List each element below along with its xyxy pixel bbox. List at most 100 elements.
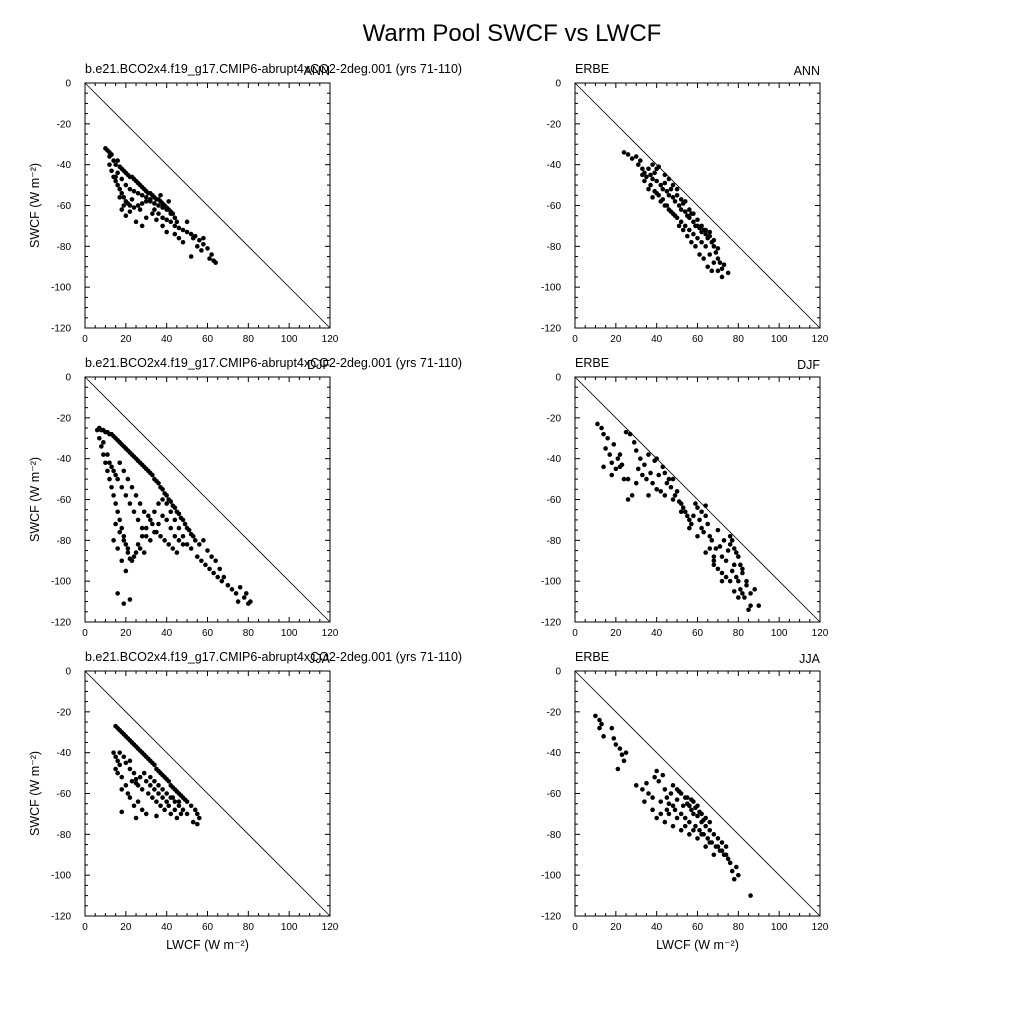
data-point [172, 231, 178, 237]
data-point [168, 811, 174, 817]
data-point [646, 186, 651, 192]
data-point [674, 787, 680, 792]
data-point [190, 819, 196, 825]
panel-season-label: DJF [797, 358, 820, 372]
x-tick-label: 40 [651, 628, 663, 639]
data-point [629, 493, 635, 498]
x-tick-label: 0 [82, 922, 88, 933]
data-point [687, 207, 692, 212]
y-tick-label: -80 [547, 242, 562, 253]
y-tick-label: -20 [57, 707, 72, 718]
data-point [703, 513, 708, 519]
data-point [727, 578, 733, 584]
data-point [597, 725, 602, 731]
y-tick-label: 0 [65, 373, 71, 384]
data-point [172, 807, 178, 813]
y-tick-label: -120 [541, 618, 561, 629]
data-point [693, 244, 698, 249]
x-tick-label: 120 [322, 334, 339, 345]
data-point [674, 815, 680, 821]
data-point [150, 472, 155, 478]
panel-left-label: ERBE [575, 650, 609, 664]
data-point [689, 797, 694, 802]
data-point [691, 811, 696, 817]
data-point [164, 207, 169, 212]
y-axis-label: SWCF (W m⁻²) [28, 457, 42, 542]
data-point [119, 558, 125, 564]
data-point [711, 237, 717, 243]
data-point [160, 787, 165, 792]
data-point [707, 229, 713, 235]
data-point [650, 176, 655, 182]
x-tick-label: 60 [202, 334, 214, 345]
y-tick-label: -60 [547, 789, 562, 800]
data-point [162, 807, 167, 813]
data-point [644, 476, 649, 482]
data-point [192, 807, 198, 813]
data-point [625, 476, 631, 482]
data-point [111, 468, 116, 474]
data-point [615, 456, 621, 461]
data-point [160, 497, 165, 502]
data-point [713, 250, 719, 255]
data-point [201, 235, 206, 241]
data-point [180, 542, 186, 547]
data-point [105, 452, 110, 457]
data-point [164, 217, 169, 223]
data-point [715, 836, 721, 841]
data-point [593, 713, 598, 719]
data-point [168, 795, 174, 800]
data-point [172, 223, 178, 229]
data-point [158, 803, 163, 809]
data-point [164, 799, 169, 804]
x-tick-label: 80 [243, 334, 255, 345]
data-point [119, 525, 125, 531]
data-point [601, 431, 606, 437]
data-point [672, 213, 678, 219]
data-point [152, 509, 157, 515]
y-tick-label: -120 [51, 912, 71, 923]
y-tick-label: -20 [57, 119, 72, 130]
data-point [670, 783, 676, 788]
data-point [166, 542, 172, 547]
data-point [640, 787, 645, 792]
x-tick-label: 120 [322, 628, 339, 639]
data-point [717, 544, 723, 549]
data-point [625, 152, 631, 157]
data-point [625, 497, 631, 502]
data-point [609, 725, 615, 731]
scatter-panel-4: 0 0 20 -20 40 -40 60 -60 80 -80 100 -100 120 -120 ERBE… [541, 356, 829, 639]
data-point [160, 795, 165, 800]
y-tick-label: -80 [57, 536, 72, 547]
data-point [721, 262, 727, 268]
data-point [148, 774, 153, 780]
data-point [654, 456, 659, 461]
y-tick-label: -20 [57, 413, 72, 424]
data-point [629, 156, 635, 161]
x-tick-label: 80 [733, 628, 745, 639]
data-point [711, 260, 717, 265]
data-point [680, 803, 686, 809]
data-point [666, 811, 672, 817]
data-point [127, 501, 133, 506]
data-point [623, 750, 629, 755]
y-tick-label: -60 [57, 495, 72, 506]
data-point [207, 566, 212, 572]
data-point [642, 799, 647, 804]
data-point [744, 578, 749, 584]
y-tick-label: -60 [57, 201, 72, 212]
data-point [148, 538, 153, 543]
data-point [107, 476, 112, 482]
figure-title: Warm Pool SWCF vs LWCF [363, 20, 662, 47]
x-tick-label: 60 [202, 922, 214, 933]
one-to-one-line [84, 82, 331, 329]
data-point [684, 233, 690, 239]
data-point [711, 244, 717, 249]
data-point [664, 795, 670, 800]
data-point [719, 274, 725, 280]
data-point [660, 464, 666, 470]
data-point [701, 529, 706, 535]
data-point [150, 795, 155, 800]
data-point [658, 799, 664, 804]
data-point [725, 856, 731, 862]
